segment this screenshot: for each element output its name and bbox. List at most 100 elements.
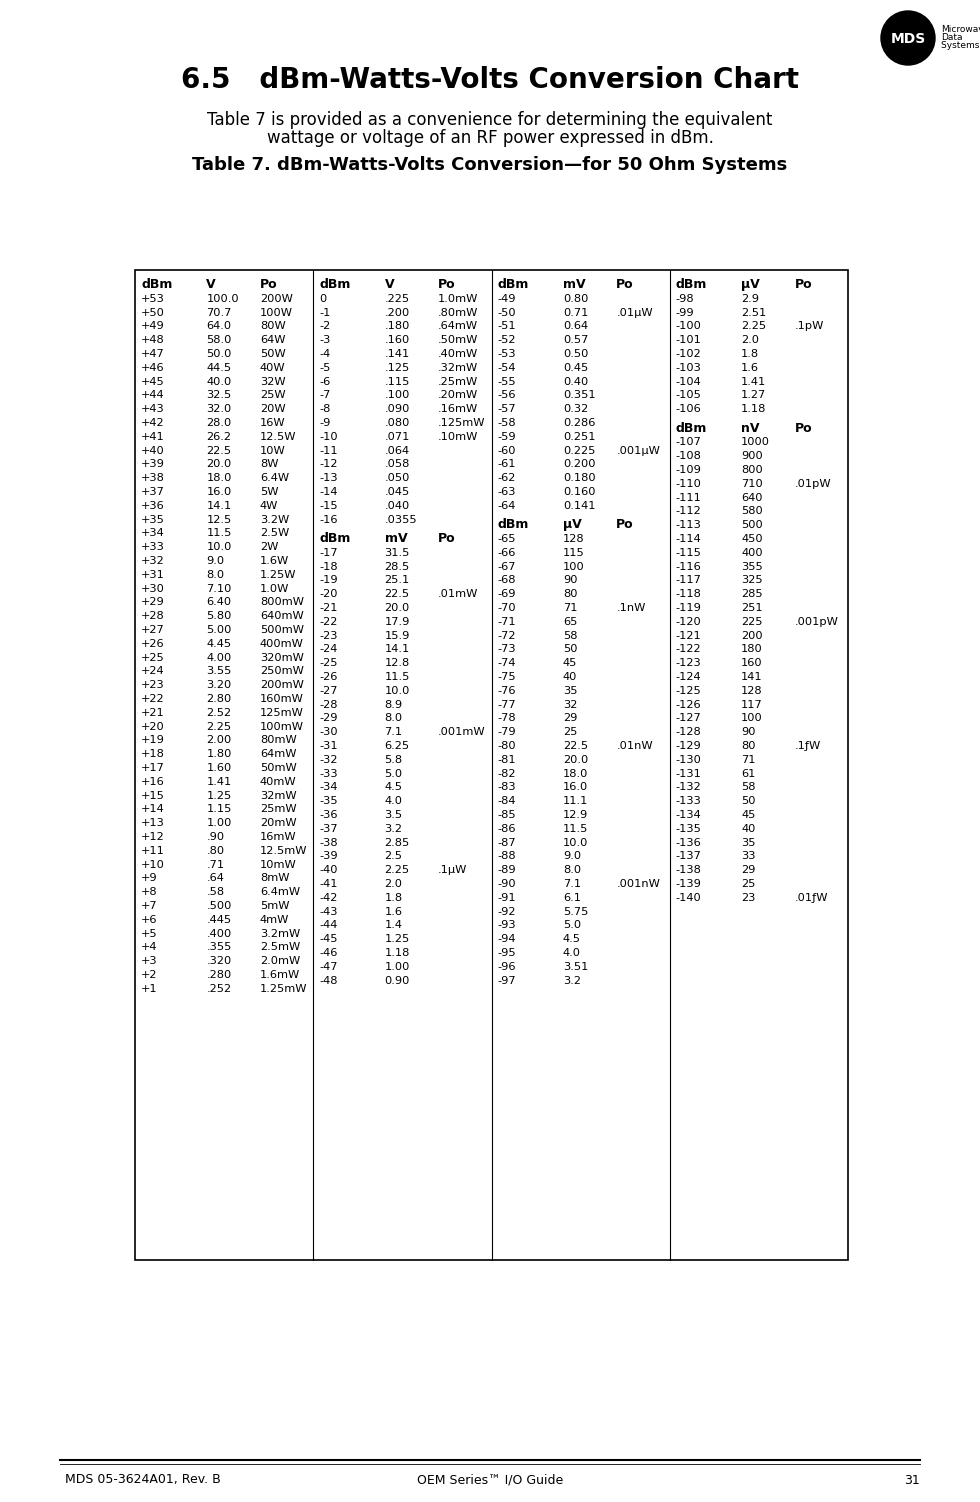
Text: -66: -66: [498, 548, 515, 557]
Text: 9.0: 9.0: [563, 852, 581, 861]
Text: +13: +13: [141, 819, 165, 828]
Text: 3.5: 3.5: [384, 810, 403, 820]
Text: -127: -127: [676, 713, 702, 724]
Text: -82: -82: [498, 769, 516, 778]
Text: -74: -74: [498, 658, 516, 668]
Text: -22: -22: [319, 617, 338, 626]
Text: -15: -15: [319, 500, 338, 511]
Text: MDS: MDS: [891, 32, 926, 47]
Text: -54: -54: [498, 363, 516, 372]
Text: 1.60: 1.60: [207, 763, 231, 774]
Text: -53: -53: [498, 348, 516, 359]
Text: Systems Inc.: Systems Inc.: [941, 42, 980, 51]
Text: -43: -43: [319, 907, 338, 916]
Text: +28: +28: [141, 611, 165, 622]
Text: -32: -32: [319, 756, 338, 765]
Text: +11: +11: [141, 846, 165, 856]
Text: -78: -78: [498, 713, 516, 724]
Text: 2W: 2W: [260, 542, 278, 553]
Text: -3: -3: [319, 335, 330, 345]
Text: 580: 580: [741, 506, 762, 517]
Text: 450: 450: [741, 535, 762, 544]
Text: -6: -6: [319, 377, 330, 386]
Text: 225: 225: [741, 617, 762, 626]
Text: Po: Po: [795, 278, 812, 291]
Text: -13: -13: [319, 473, 338, 484]
Text: 2.0: 2.0: [741, 335, 760, 345]
Text: .071: .071: [384, 433, 410, 442]
Text: -2: -2: [319, 321, 330, 332]
Text: 100W: 100W: [260, 308, 293, 317]
Text: 64mW: 64mW: [260, 749, 296, 760]
Text: .25mW: .25mW: [438, 377, 478, 386]
Text: 8mW: 8mW: [260, 874, 289, 883]
Text: -17: -17: [319, 548, 338, 557]
Text: -99: -99: [676, 308, 695, 317]
Text: -123: -123: [676, 658, 702, 668]
Text: -129: -129: [676, 740, 702, 751]
Text: .064: .064: [384, 446, 410, 455]
Text: Po: Po: [438, 278, 456, 291]
Text: 4.45: 4.45: [207, 638, 231, 649]
Text: 33: 33: [741, 852, 756, 861]
Text: 12.8: 12.8: [384, 658, 410, 668]
Text: .1ƒW: .1ƒW: [795, 740, 821, 751]
Text: -139: -139: [676, 879, 702, 889]
Text: 4.0: 4.0: [563, 948, 581, 958]
Text: -125: -125: [676, 686, 702, 695]
Text: -61: -61: [498, 460, 516, 470]
Text: 1.6mW: 1.6mW: [260, 970, 300, 981]
Text: .225: .225: [384, 294, 410, 303]
Text: .180: .180: [384, 321, 410, 332]
Text: 50.0: 50.0: [207, 348, 231, 359]
Text: .045: .045: [384, 487, 410, 497]
Text: +43: +43: [141, 404, 165, 415]
Text: 23: 23: [741, 892, 756, 903]
Text: 18.0: 18.0: [207, 473, 231, 484]
Text: dBm: dBm: [676, 278, 708, 291]
Text: 90: 90: [563, 575, 577, 586]
Text: .1pW: .1pW: [795, 321, 824, 332]
Text: -89: -89: [498, 865, 516, 876]
Text: V: V: [384, 278, 394, 291]
Text: 1.41: 1.41: [207, 777, 231, 787]
Text: -128: -128: [676, 727, 702, 737]
Text: 5mW: 5mW: [260, 901, 289, 912]
Text: -37: -37: [319, 823, 338, 834]
Text: -24: -24: [319, 644, 338, 655]
Text: 20.0: 20.0: [207, 460, 231, 470]
Text: 4.00: 4.00: [207, 653, 231, 662]
Text: +25: +25: [141, 653, 165, 662]
Text: Po: Po: [260, 278, 277, 291]
Text: 12.5mW: 12.5mW: [260, 846, 308, 856]
Text: -81: -81: [498, 756, 516, 765]
Text: +5: +5: [141, 928, 158, 939]
Text: 0.225: 0.225: [563, 446, 595, 455]
Text: 80W: 80W: [260, 321, 285, 332]
Text: 8.9: 8.9: [384, 700, 403, 709]
Text: 45: 45: [563, 658, 577, 668]
Text: -111: -111: [676, 493, 702, 503]
Text: -55: -55: [498, 377, 516, 386]
Text: 0.64: 0.64: [563, 321, 588, 332]
Text: -110: -110: [676, 479, 702, 488]
Text: +19: +19: [141, 736, 165, 745]
Text: 3.2mW: 3.2mW: [260, 928, 300, 939]
Text: 2.0: 2.0: [384, 879, 403, 889]
Text: 100.0: 100.0: [207, 294, 239, 303]
Text: -49: -49: [498, 294, 516, 303]
Text: -87: -87: [498, 838, 516, 847]
Text: 1.6: 1.6: [384, 907, 403, 916]
Text: -64: -64: [498, 500, 515, 511]
Text: .280: .280: [207, 970, 231, 981]
Text: +2: +2: [141, 970, 158, 981]
Text: -113: -113: [676, 520, 702, 530]
Text: -67: -67: [498, 562, 516, 572]
Text: 128: 128: [563, 535, 584, 544]
Text: 50: 50: [741, 796, 756, 807]
Text: 10.0: 10.0: [207, 542, 231, 553]
Text: 1.6: 1.6: [741, 363, 760, 372]
Text: 0.57: 0.57: [563, 335, 588, 345]
Text: .125: .125: [384, 363, 410, 372]
Text: -118: -118: [676, 589, 702, 599]
